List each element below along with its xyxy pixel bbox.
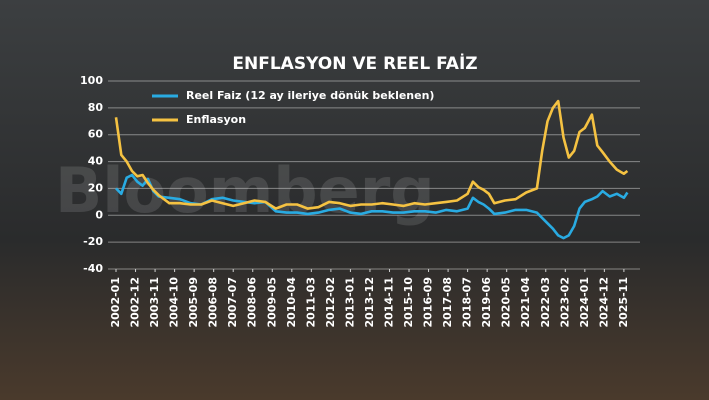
y-tick-label: 20 xyxy=(88,181,104,194)
series-line xyxy=(115,173,629,240)
x-tick-label: 2011-03 xyxy=(304,277,317,328)
x-tick-label: 2020-05 xyxy=(500,277,513,328)
y-tick-label: 40 xyxy=(88,155,104,168)
x-tick-label: 2017-08 xyxy=(441,277,454,328)
series-line xyxy=(114,99,629,210)
x-tick-label: 2010-04 xyxy=(285,277,298,328)
y-tick-label: -20 xyxy=(83,235,103,248)
y-tick-label: 60 xyxy=(88,128,104,141)
x-tick-label: 2002-01 xyxy=(109,277,122,328)
x-tick-label: 2024-12 xyxy=(597,277,610,328)
y-tick-label: -40 xyxy=(83,262,103,275)
y-tick-label: 80 xyxy=(88,101,104,114)
x-tick-label: 2013-12 xyxy=(363,277,376,328)
x-tick-label: 2023-02 xyxy=(558,277,571,328)
y-tick-label: 0 xyxy=(95,208,103,221)
legend-label: Reel Faiz (12 ay ileriye dönük beklenen) xyxy=(186,89,434,102)
x-tick-label: 2005-09 xyxy=(187,277,200,328)
watermark: Bloomberg xyxy=(55,154,435,227)
x-tick-label: 2014-11 xyxy=(382,277,395,328)
legend-label: Enflasyon xyxy=(186,113,246,126)
x-tick-label: 2018-07 xyxy=(461,277,474,328)
x-tick-label: 2015-10 xyxy=(402,277,415,328)
x-tick-label: 2021-04 xyxy=(519,277,532,328)
x-tick-label: 2013-01 xyxy=(343,277,356,328)
x-tick-label: 2002-12 xyxy=(129,277,142,328)
x-tick-label: 2016-09 xyxy=(422,277,435,328)
x-tick-label: 2019-06 xyxy=(480,277,493,328)
x-tick-label: 2008-06 xyxy=(246,277,259,328)
chart-title: ENFLASYON VE REEL FAİZ xyxy=(232,52,477,74)
x-tick-label: 2004-10 xyxy=(168,277,181,328)
x-tick-label: 2024-01 xyxy=(578,277,591,328)
x-tick-label: 2007-07 xyxy=(226,277,239,328)
x-tick-label: 2022-03 xyxy=(539,277,552,328)
x-tick-label: 2012-02 xyxy=(324,277,337,328)
x-tick-label: 2006-08 xyxy=(207,277,220,328)
x-tick-label: 2025-11 xyxy=(617,277,630,328)
x-tick-label: 2003-11 xyxy=(148,277,161,328)
x-tick-label: 2009-05 xyxy=(265,277,278,328)
y-tick-label: 100 xyxy=(80,74,103,87)
